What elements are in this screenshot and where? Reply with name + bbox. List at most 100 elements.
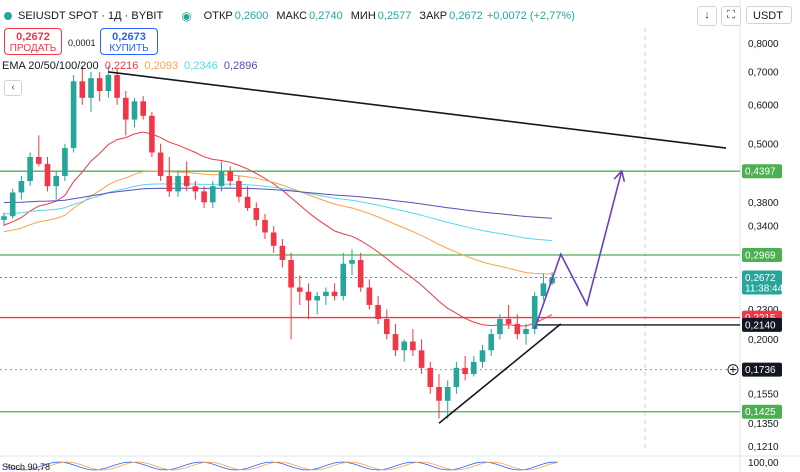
high-label: МАКС xyxy=(276,10,308,22)
sell-button[interactable]: 0,2672 ПРОДАТЬ xyxy=(4,28,62,55)
candle-body xyxy=(375,304,381,320)
candle xyxy=(70,75,77,153)
candle-body xyxy=(297,287,303,292)
stoch-label: Stoch 90,78 xyxy=(2,462,51,472)
y-tick-label: 0,1210 xyxy=(748,442,779,453)
candle xyxy=(123,91,129,136)
expand-icon[interactable]: ⛶ xyxy=(721,6,741,26)
close-label: ЗАКР xyxy=(419,10,448,22)
candle-body xyxy=(105,75,112,92)
candle-body xyxy=(540,283,547,297)
candle xyxy=(392,323,399,357)
y-tick-label: 0,3400 xyxy=(748,222,779,233)
candle xyxy=(166,156,173,197)
price-tags: 0,43970,29690,267211:38:440,22150,21400,… xyxy=(727,164,784,419)
candle xyxy=(444,380,451,419)
candle xyxy=(331,283,338,301)
projection-line xyxy=(533,170,623,330)
high-value: 0,2740 xyxy=(309,10,343,22)
ema-200-value: 0,2896 xyxy=(223,60,258,72)
candle-body xyxy=(401,341,407,351)
candle xyxy=(514,314,521,340)
candle-body xyxy=(479,350,486,362)
candle xyxy=(357,252,364,292)
close-value: 0,2672 xyxy=(449,10,483,22)
trend-lines xyxy=(108,71,727,424)
candle xyxy=(9,188,16,219)
buy-button[interactable]: 0,2673 КУПИТЬ xyxy=(100,28,158,55)
candle-body xyxy=(392,334,399,351)
low-value: 0,2577 xyxy=(377,10,412,22)
buy-label: КУПИТЬ xyxy=(109,43,149,54)
price-tag-box xyxy=(742,164,782,179)
candle-body xyxy=(462,367,468,375)
candle xyxy=(471,356,477,377)
ema-50-value: 0,2093 xyxy=(144,60,179,72)
eye-icon[interactable]: ◉ xyxy=(181,9,192,23)
arrow-down-icon[interactable]: ↓ xyxy=(697,6,717,26)
candle-body xyxy=(175,175,181,192)
candle-body xyxy=(514,323,521,335)
candle xyxy=(96,71,103,102)
currency-selector[interactable]: USDT xyxy=(746,6,792,24)
candle-body xyxy=(436,387,442,401)
candle xyxy=(436,374,442,419)
candle-body xyxy=(157,152,164,176)
projection-arrowhead xyxy=(613,169,626,182)
low-label: МИН xyxy=(350,10,376,22)
candle xyxy=(1,212,7,227)
candle xyxy=(201,186,207,209)
candle xyxy=(288,252,294,340)
candle-body xyxy=(305,291,312,301)
candle-body xyxy=(27,156,33,181)
candle xyxy=(497,314,503,340)
y-tick-label: 0,3800 xyxy=(748,198,779,209)
candle-body xyxy=(357,260,364,288)
candle xyxy=(88,71,94,113)
price-tag-box xyxy=(742,362,782,377)
collapse-legend-button[interactable]: ‹ xyxy=(4,80,22,96)
candle-body xyxy=(53,175,59,187)
candle-body xyxy=(1,216,7,220)
ema-legend[interactable]: EMA 20/50/100/200 0,2216 0,2093 0,2346 0… xyxy=(2,60,258,72)
y-tick-label: 0,1550 xyxy=(748,389,779,400)
candle xyxy=(314,291,320,315)
symbol-title[interactable]: SEIUSDT SPOT · 1Д · BYBIT xyxy=(18,10,164,22)
price-tag-label: 0,2140 xyxy=(745,320,776,331)
candle-body xyxy=(96,78,103,92)
ema-20-value: 0,2216 xyxy=(104,60,139,72)
candle-body xyxy=(366,287,373,305)
candle-body xyxy=(114,75,120,98)
candles xyxy=(1,65,555,419)
candle xyxy=(453,361,460,394)
price-tag-box xyxy=(742,248,782,263)
price-tag-box xyxy=(742,270,782,295)
sell-price: 0,2672 xyxy=(16,31,50,43)
candle xyxy=(279,239,286,268)
candle-body xyxy=(288,260,294,288)
candle xyxy=(79,65,86,105)
price-tag: 0,4397 xyxy=(742,164,782,179)
candle xyxy=(253,202,260,227)
candle-body xyxy=(79,81,86,98)
candle xyxy=(488,328,494,357)
y-tick-label: 0,8000 xyxy=(748,39,779,50)
candle-body xyxy=(444,387,451,401)
candle-body xyxy=(497,319,503,335)
candle xyxy=(36,135,42,167)
candle-body xyxy=(531,296,538,329)
price-tag-label: 0,2672 xyxy=(745,273,776,284)
candle-body xyxy=(36,156,42,164)
candle-body xyxy=(453,367,460,388)
price-axis: 0,8000 0,7000 0,6000 0,5000 0,3800 0,3400 0,23… xyxy=(748,39,779,453)
ema-50-line xyxy=(3,170,553,275)
candle xyxy=(505,304,512,329)
sell-label: ПРОДАТЬ xyxy=(9,43,57,54)
candle xyxy=(349,249,355,276)
price-tag-countdown: 11:38:44 xyxy=(745,284,784,295)
price-tag-label: 0,1736 xyxy=(745,365,776,376)
candle xyxy=(427,361,434,394)
